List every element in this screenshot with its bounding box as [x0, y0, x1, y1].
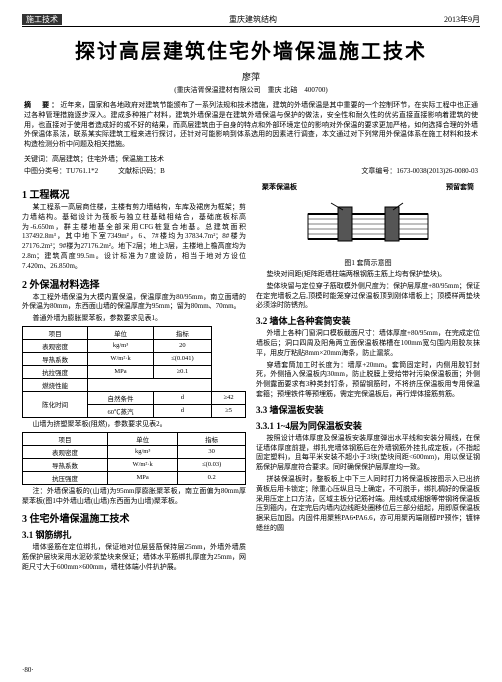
section-3-2-para-2: 穿墙套筒加工时长度为：墙厚+20mm。套筒固定时，内侧用胶钉封死，外侧插入保温板… [256, 361, 480, 400]
section-3-3-1-heading: 3.3.1 1~4层为同保温板安装 [256, 419, 480, 432]
header-left: 施工技术 [22, 14, 62, 25]
section-1-para: 某工程系一高层商住楼，主楼有剪力墙结构，车库及裙房为框架；剪力墙结构。基础设计为… [22, 203, 246, 272]
right-para-1: 垫块对间距(矩阵距墙柱端两根钢筋主筋上均有保护垫块)。 [256, 270, 480, 280]
table-row: 表观密度kg/m³20 [23, 339, 246, 352]
doc-code-group: 文献标识码：B [118, 166, 165, 176]
table-row: 抗压强度MPa0.2 [23, 471, 246, 484]
left-column: 1 工程概况 某工程系一高层商住楼，主楼有剪力墙结构，车库及裙房为框架；剪力墙结… [22, 182, 246, 575]
section-3-2-para-1: 外墙上各种门窗洞口模板截面尺寸：墙体厚度+80/95mm，在完成定位墙板后；洞口… [256, 329, 480, 358]
page-number: ·80· [22, 666, 34, 674]
table-2: 项目单位指标 表观密度kg/m³30 导热系数W/m²·k≤(0.03) 抗压强… [22, 432, 246, 485]
right-column: 聚苯保温板 预留套筒 图1 套筒示意图 垫块对间距(矩阵距墙柱端两根钢筋主筋上均… [256, 182, 480, 575]
section-1-heading: 1 工程概况 [22, 186, 246, 201]
two-column-layout: 1 工程概况 某工程系一高层商住楼，主楼有剪力墙结构，车库及裙房为框架；剪力墙结… [22, 182, 480, 575]
right-para-2: 垫体块留与定位穿子筋取模外侧尺度为：保护层厚度+80/95mm；保证在定完墙板之… [256, 282, 480, 311]
table-row: 燃烧性能 [23, 378, 246, 391]
keywords-label: 关键词： [24, 155, 52, 163]
author-affiliation: (重庆洁胥保温建材有限公司 重庆 北碚 400700) [22, 85, 480, 95]
class-group: 中图分类号：TU761.1*2 [24, 166, 98, 176]
classification-row: 中图分类号：TU761.1*2 文献标识码：B 文章编号：1673-0038(2… [22, 166, 480, 176]
section-2-para-2: 普通外墙为膨胀聚苯板，参数要求见表1。 [22, 314, 246, 324]
header-center: 重庆建筑结构 [229, 14, 277, 25]
section-3-1-heading: 3.1 钢筋绑扎 [22, 528, 246, 541]
table-row: 表观密度kg/m³30 [23, 445, 246, 458]
table-row: 陈化时间自然条件d≥42 [23, 391, 246, 404]
author-name: 廖萍 [22, 70, 480, 83]
table-row: 导热系数W/m²·k≤(0.041) [23, 352, 246, 365]
article-id-group: 文章编号：1673-0038(2013)26-0080-03 [361, 166, 478, 176]
page-header: 施工技术 重庆建筑结构 2013年9月 [22, 14, 480, 27]
table-row: 抗拉强度MPa≥0.1 [23, 365, 246, 378]
abstract-text: 近年来，国家和各地政府对建筑节能颁布了一系列法规和技术措施，建筑的外墙保温是其中… [24, 101, 478, 148]
section-3-3-1-para-2: 拼装保温板时，整板板上中下三人同时打力将保温板按图示入已出挤黄板后用卡锁定；除重… [256, 475, 480, 534]
diagram-labels: 聚苯保温板 预留套筒 [256, 182, 480, 192]
section-2-para-1: 本工程外墙保温为大模内置保温，保温厚度为80/95mm，南立面墙的外保温为80m… [22, 293, 246, 313]
table-1: 项目单位指标 表观密度kg/m³20 导热系数W/m²·k≤(0.041) 抗拉… [22, 326, 246, 418]
section-3-2-heading: 3.2 墙体上各种套筒安装 [256, 314, 480, 327]
table-row: 导热系数W/m²·k≤(0.03) [23, 458, 246, 471]
article-title: 探讨高层建筑住宅外墙保温施工技术 [22, 35, 480, 64]
figure-1-diagram [303, 194, 433, 254]
section-2-heading: 2 外保温材料选择 [22, 276, 246, 291]
abstract-block: 摘 要：近年来，国家和各地政府对建筑节能颁布了一系列法规和技术措施，建筑的外墙保… [22, 101, 480, 150]
figure-1-caption: 图1 套筒示意图 [256, 258, 480, 268]
section-3-1-para: 墙体竖筋在定位绑扎，保证地对位层竖筋保持层25mm，外墙外墙质筋保护层块采用水泥… [22, 543, 246, 572]
section-3-3-heading: 3.3 墙保温板安装 [256, 403, 480, 416]
section-3-heading: 3 住宅外墙保温施工技术 [22, 510, 246, 525]
header-right: 2013年9月 [444, 14, 480, 25]
section-3-3-1-para-1: 按照设计墙体厚度及保温板安装厚度弹出水平线和安装分隔线，在保证墙体厚度前提，绑扎… [256, 434, 480, 473]
abstract-label: 摘 要： [24, 101, 60, 109]
table-row: 项目单位指标 [23, 432, 246, 445]
section-2-para-4: 注：外墙保温板的(山墙)为95mm厚膨胀聚苯板，南立面偏为80mm厚聚苯板(图1… [22, 487, 246, 507]
table-row: 项目单位指标 [23, 326, 246, 339]
diagram-label-right: 预留套筒 [446, 182, 474, 192]
keywords-row: 关键词：高层建筑；住宅外墙；保温施工技术 [22, 154, 480, 164]
keywords-text: 高层建筑；住宅外墙；保温施工技术 [52, 155, 164, 163]
diagram-label-left: 聚苯保温板 [262, 182, 297, 192]
section-2-para-3: 山墙为挤塑聚苯板(阻燃)，参数要求见表2。 [22, 420, 246, 430]
